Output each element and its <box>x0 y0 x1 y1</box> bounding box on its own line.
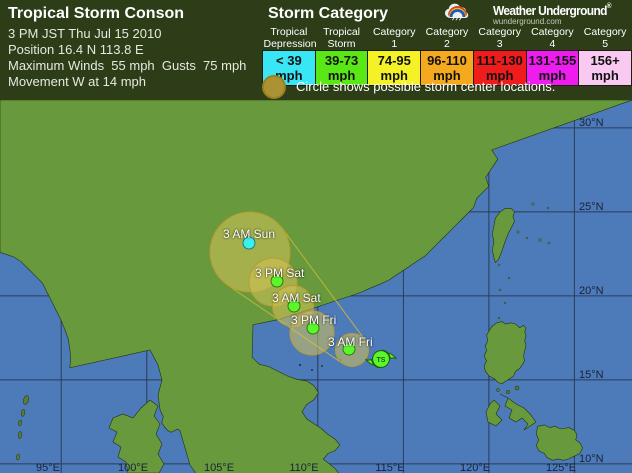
svg-text:120°E: 120°E <box>460 462 490 473</box>
svg-text:3 AM Sat: 3 AM Sat <box>272 291 321 305</box>
svg-text:30°N: 30°N <box>579 117 604 129</box>
svg-text:105°E: 105°E <box>204 462 234 473</box>
svg-text:3 PM Fri: 3 PM Fri <box>291 313 336 327</box>
svg-text:95°E: 95°E <box>36 462 60 473</box>
svg-text:3 AM Fri: 3 AM Fri <box>328 335 373 349</box>
svg-text:100°E: 100°E <box>118 462 148 473</box>
svg-text:TS: TS <box>377 357 386 364</box>
svg-text:110°E: 110°E <box>289 462 318 473</box>
svg-text:15°N: 15°N <box>579 369 604 381</box>
svg-text:20°N: 20°N <box>579 285 604 297</box>
svg-text:10°N: 10°N <box>579 453 604 465</box>
svg-text:125°E: 125°E <box>546 462 576 473</box>
svg-text:25°N: 25°N <box>579 201 604 213</box>
svg-text:3 PM Sat: 3 PM Sat <box>255 266 305 280</box>
svg-text:3 AM Sun: 3 AM Sun <box>223 227 275 241</box>
svg-text:115°E: 115°E <box>375 462 404 473</box>
